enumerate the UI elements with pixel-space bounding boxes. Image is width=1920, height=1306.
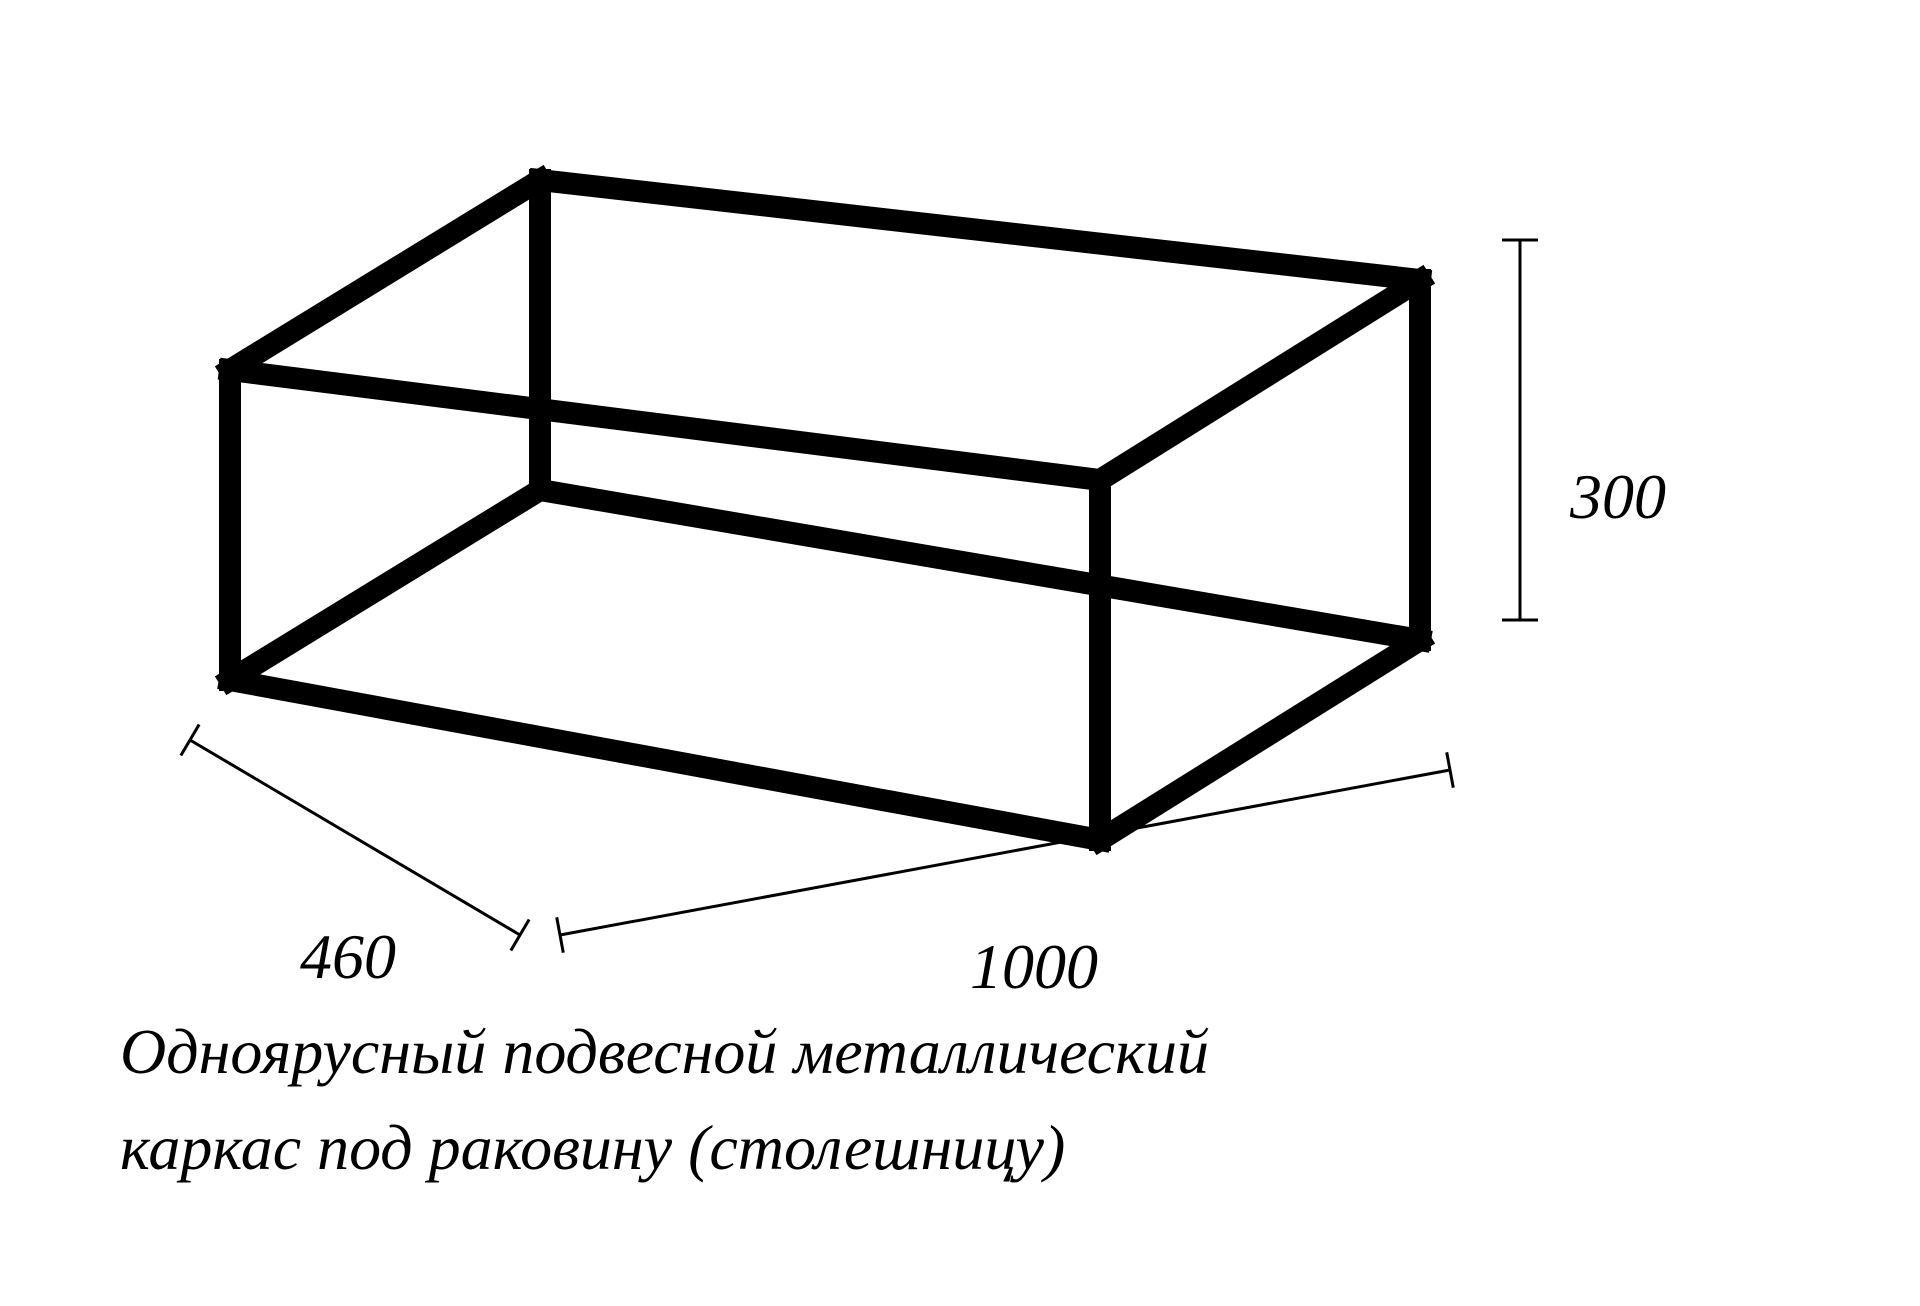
caption: Одноярусный подвесной металлический карк… [120,1004,1209,1196]
caption-line2: каркас под раковину (столешницу) [120,1100,1209,1196]
frame-diagram [120,60,1800,1010]
dimension-width-label: 1000 [970,930,1098,1004]
diagram-container [120,60,1800,910]
dimension-depth-label: 460 [300,920,396,994]
caption-line1: Одноярусный подвесной металлический [120,1004,1209,1100]
dimension-height-label: 300 [1570,460,1666,534]
